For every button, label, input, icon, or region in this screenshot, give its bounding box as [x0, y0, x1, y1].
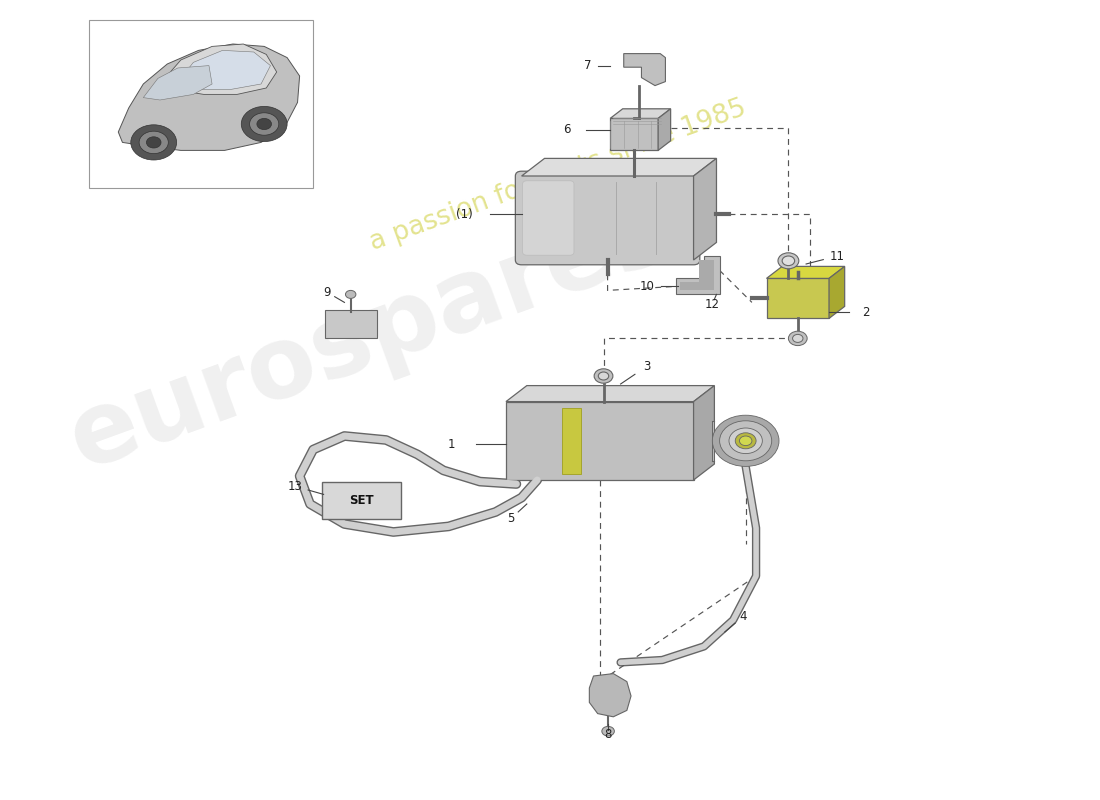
Text: 2: 2 — [861, 306, 869, 318]
Circle shape — [789, 331, 807, 346]
Polygon shape — [610, 109, 671, 118]
Circle shape — [345, 290, 356, 298]
Polygon shape — [521, 158, 716, 176]
FancyBboxPatch shape — [515, 171, 700, 265]
Circle shape — [131, 125, 177, 160]
Text: eurospares: eurospares — [57, 182, 684, 490]
Text: 11: 11 — [829, 250, 845, 262]
Polygon shape — [675, 256, 719, 294]
FancyBboxPatch shape — [522, 181, 574, 255]
Polygon shape — [506, 402, 694, 480]
Text: 9: 9 — [323, 286, 330, 298]
Text: 3: 3 — [644, 360, 650, 373]
Circle shape — [778, 253, 799, 269]
Circle shape — [782, 256, 794, 266]
Polygon shape — [694, 158, 716, 260]
Circle shape — [241, 106, 287, 142]
Polygon shape — [562, 408, 581, 474]
Polygon shape — [175, 50, 271, 90]
Text: 10: 10 — [639, 280, 654, 293]
Polygon shape — [143, 66, 212, 100]
Polygon shape — [160, 44, 277, 94]
FancyBboxPatch shape — [324, 310, 376, 338]
Circle shape — [257, 118, 272, 130]
FancyBboxPatch shape — [713, 421, 714, 461]
Circle shape — [739, 436, 752, 446]
Text: a passion for parts since 1985: a passion for parts since 1985 — [366, 95, 750, 257]
Circle shape — [602, 726, 615, 736]
Text: SET: SET — [349, 494, 373, 507]
Polygon shape — [624, 54, 666, 86]
Polygon shape — [506, 386, 714, 402]
Text: 12: 12 — [705, 298, 719, 310]
Text: 6: 6 — [563, 123, 570, 136]
Text: (1): (1) — [455, 208, 473, 221]
Circle shape — [735, 433, 756, 449]
Circle shape — [713, 415, 779, 466]
Polygon shape — [694, 386, 714, 480]
Circle shape — [729, 428, 762, 454]
Polygon shape — [680, 260, 714, 290]
Polygon shape — [658, 109, 671, 150]
Circle shape — [598, 372, 608, 380]
Text: 13: 13 — [288, 480, 302, 493]
Circle shape — [250, 113, 278, 135]
Text: 4: 4 — [740, 610, 747, 622]
Polygon shape — [829, 266, 845, 318]
Polygon shape — [119, 44, 299, 150]
Circle shape — [146, 137, 161, 148]
Circle shape — [719, 421, 772, 461]
Text: 8: 8 — [604, 728, 612, 741]
Circle shape — [139, 131, 168, 154]
Circle shape — [594, 369, 613, 383]
Polygon shape — [590, 674, 631, 717]
Polygon shape — [767, 278, 829, 318]
Text: 5: 5 — [507, 512, 515, 525]
Circle shape — [793, 334, 803, 342]
FancyBboxPatch shape — [89, 20, 313, 188]
Text: 7: 7 — [583, 59, 591, 72]
Polygon shape — [610, 118, 658, 150]
FancyBboxPatch shape — [321, 482, 400, 519]
Text: 1: 1 — [448, 438, 455, 450]
Polygon shape — [767, 266, 845, 278]
